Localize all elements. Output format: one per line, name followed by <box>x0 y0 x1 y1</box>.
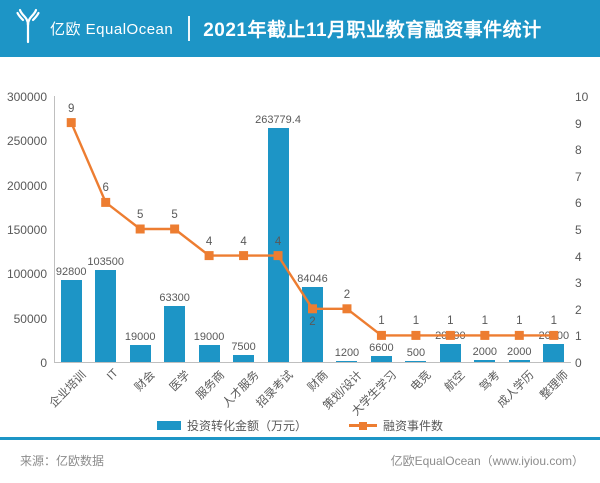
header-divider <box>188 16 191 41</box>
right-axis-tick-label: 10 <box>575 90 589 104</box>
line-value-label: 5 <box>136 209 144 221</box>
left-axis-tick-label: 250000 <box>6 134 47 149</box>
data-source-text: 来源：亿欧数据 <box>20 454 105 468</box>
line-marker-icon <box>101 197 111 207</box>
right-axis-tick-label: 5 <box>575 223 582 237</box>
line-marker-icon <box>342 304 352 314</box>
site-credit-text: 亿欧EqualOcean（www.iyiou.com） <box>390 454 584 468</box>
right-axis-tick-label: 6 <box>575 196 582 211</box>
right-axis-tick-label: 2 <box>575 302 582 317</box>
left-axis-tick-label: 300000 <box>6 90 47 104</box>
bar-value-label: 92800 <box>55 265 87 278</box>
left-axis-tick-label: 150000 <box>6 223 47 237</box>
legend-label-line: 融资事件数 <box>383 419 444 433</box>
line-value-label: 5 <box>171 209 178 221</box>
line-value-label: 2 <box>343 288 351 301</box>
line-marker-icon <box>514 330 524 340</box>
legend: 投资转化金额（万元） 融资事件数 <box>0 417 600 434</box>
line-marker-icon <box>273 251 283 261</box>
bar-value-label: 2000 <box>472 346 498 359</box>
left-axis-tick-label: 100000 <box>6 267 47 282</box>
line-marker-icon <box>376 330 386 340</box>
bar-value-label: 500 <box>406 347 426 359</box>
bottom-axis-line <box>54 362 571 363</box>
legend-marker-glyph <box>359 421 367 430</box>
bar <box>336 360 358 362</box>
line-series-swatch-icon <box>349 421 377 430</box>
legend-label-bar: 投资转化金额（万元） <box>186 419 307 433</box>
line-marker-icon <box>411 330 421 340</box>
line-marker-icon <box>480 330 490 340</box>
line-value-label: 9 <box>68 102 75 115</box>
bar-value-label: 19000 <box>193 331 225 344</box>
bar <box>164 305 186 362</box>
bar <box>474 360 496 362</box>
line-marker-icon <box>170 224 180 234</box>
line-marker-icon <box>239 251 249 261</box>
line-value-label: 4 <box>274 235 282 248</box>
line-marker-icon <box>135 224 145 234</box>
line-value-label: 1 <box>550 315 557 328</box>
line-marker-icon <box>66 118 76 128</box>
bar <box>543 344 565 362</box>
left-axis-tick-label: 0 <box>40 356 47 370</box>
line-value-label: 1 <box>412 315 420 328</box>
line-marker-icon <box>445 330 455 340</box>
bar <box>129 345 151 362</box>
bar <box>198 345 220 362</box>
bar <box>370 356 392 362</box>
bar <box>439 344 461 362</box>
right-axis-tick-label: 4 <box>575 249 582 264</box>
line-marker-icon <box>204 251 214 261</box>
bar <box>233 355 255 362</box>
right-axis-tick-label: 1 <box>575 329 582 344</box>
bar <box>267 128 289 362</box>
bar-value-label: 1200 <box>334 346 360 359</box>
left-axis-tick-label: 50000 <box>13 311 47 326</box>
bar-value-label: 2000 <box>507 346 532 359</box>
bar <box>405 361 427 362</box>
right-axis-tick-label: 3 <box>575 276 582 291</box>
bar <box>302 287 323 362</box>
bar-value-label: 63300 <box>159 291 190 304</box>
bar-value-label: 263779.4 <box>255 114 301 127</box>
line-value-label: 1 <box>516 315 523 328</box>
right-axis-tick-label: 8 <box>575 143 582 158</box>
bar <box>508 360 530 362</box>
footer-separator <box>0 437 600 440</box>
bar <box>60 279 82 362</box>
right-axis-tick-label: 9 <box>575 116 582 131</box>
bar-value-label: 84046 <box>297 273 328 286</box>
line-value-label: 4 <box>205 235 213 248</box>
bar-value-label: 6600 <box>369 342 394 355</box>
brand-logo: 亿欧 EqualOcean <box>13 7 173 50</box>
line-value-label: 1 <box>447 315 454 328</box>
bar-value-label: 19000 <box>124 331 156 344</box>
left-axis-tick-label: 200000 <box>6 178 47 193</box>
legend-item-line: 融资事件数 <box>349 417 443 434</box>
line-value-label: 1 <box>378 315 385 328</box>
right-axis-tick-label: 7 <box>575 169 582 184</box>
bar <box>95 270 117 362</box>
bar-value-label: 7500 <box>231 341 256 354</box>
bar-series-swatch-icon <box>156 421 181 430</box>
line-marker-icon <box>308 304 317 314</box>
page-title: 2021年截止11月职业教育融资事件统计 <box>203 20 542 41</box>
line-marker-icon <box>549 330 559 340</box>
line-value-label: 4 <box>240 235 247 248</box>
header-bar: 亿欧 EqualOcean 2021年截止11月职业教育融资事件统计 <box>0 0 600 57</box>
right-axis-tick-label: 0 <box>575 356 582 370</box>
bar-value-label: 103500 <box>87 256 125 269</box>
equalocean-logo-icon <box>13 7 43 50</box>
brand-name: 亿欧 EqualOcean <box>50 21 174 38</box>
line-value-label: 1 <box>481 315 489 328</box>
line-value-label: 6 <box>102 182 109 195</box>
left-axis-line <box>54 96 55 362</box>
legend-item-bar: 投资转化金额（万元） <box>156 417 307 434</box>
line-value-label: 2 <box>309 315 316 328</box>
